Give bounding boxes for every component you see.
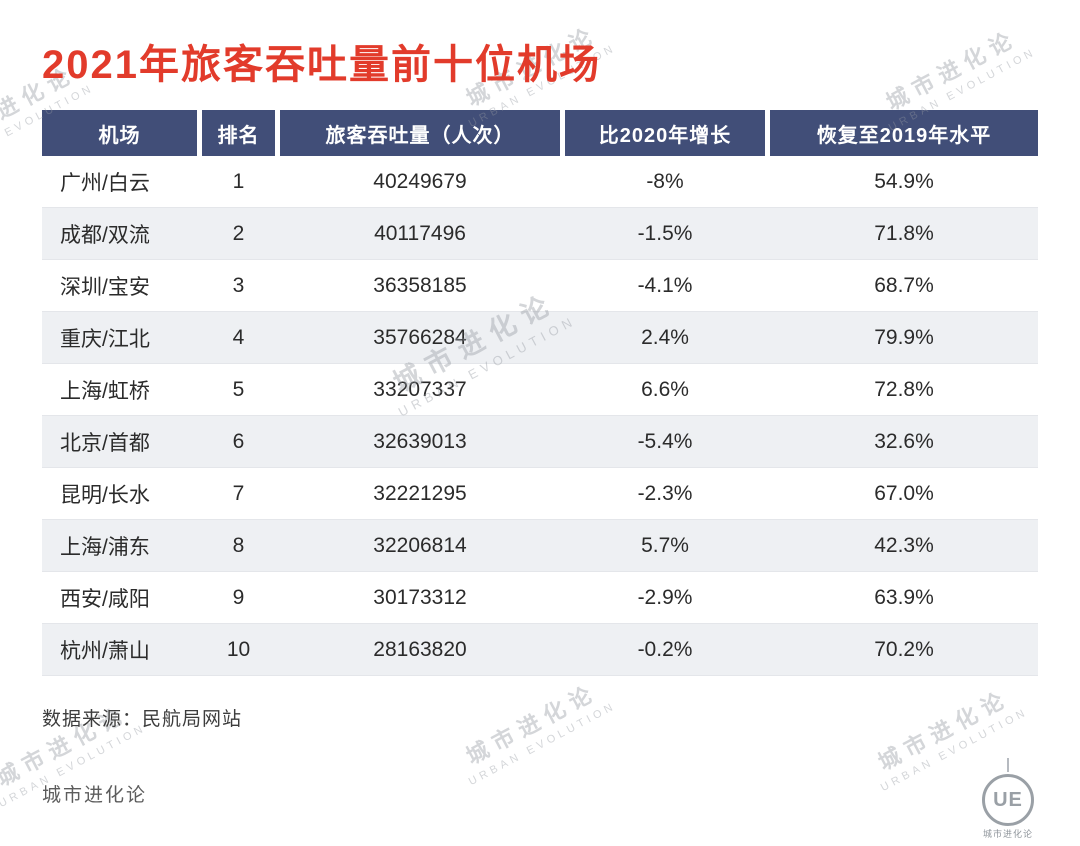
logo-circle: UE <box>982 774 1034 826</box>
recovery-cell: 67.0% <box>874 481 934 505</box>
header-cell-rank: 排名 <box>202 110 275 156</box>
airport-cell: 昆明/长水 <box>60 483 150 507</box>
growth-cell: 6.6% <box>641 377 689 401</box>
recovery-cell: 32.6% <box>874 429 934 453</box>
airport-cell: 西安/咸阳 <box>60 587 150 611</box>
recovery-cell: 71.8% <box>874 221 934 245</box>
throughput-cell: 40249679 <box>373 169 467 193</box>
table-row: 成都/双流 2 40117496 -1.5% 71.8% <box>42 208 1038 260</box>
table-row: 昆明/长水 7 32221295 -2.3% 67.0% <box>42 468 1038 520</box>
airport-cell: 杭州/萧山 <box>60 639 150 663</box>
recovery-cell: 54.9% <box>874 169 934 193</box>
throughput-cell: 35766284 <box>373 325 467 349</box>
throughput-cell: 32639013 <box>373 429 467 453</box>
rank-cell: 7 <box>232 481 245 505</box>
recovery-cell: 72.8% <box>874 377 934 401</box>
growth-cell: -4.1% <box>637 273 693 297</box>
header-cell-growth: 比2020年增长 <box>565 110 765 156</box>
brand-footer: 城市进化论 <box>42 785 148 806</box>
growth-cell: 2.4% <box>641 325 689 349</box>
rank-cell: 4 <box>232 325 245 349</box>
watermark-subtext: URBAN EVOLUTION <box>466 699 619 789</box>
table-row: 深圳/宝安 3 36358185 -4.1% 68.7% <box>42 260 1038 312</box>
growth-cell: -0.2% <box>637 637 693 661</box>
growth-cell: -2.3% <box>637 481 693 505</box>
source-note: 数据来源：民航局网站 <box>42 709 243 730</box>
table-row: 北京/首都 6 32639013 -5.4% 32.6% <box>42 416 1038 468</box>
header-cell-recovery: 恢复至2019年水平 <box>770 110 1038 156</box>
rank-cell: 1 <box>232 169 245 193</box>
rank-cell: 9 <box>232 585 245 609</box>
recovery-cell: 79.9% <box>874 325 934 349</box>
recovery-cell: 42.3% <box>874 533 934 557</box>
logo-monogram: UE <box>993 788 1023 811</box>
page-title: 2021年旅客吞吐量前十位机场 <box>42 43 601 87</box>
rank-cell: 8 <box>232 533 245 557</box>
recovery-cell: 63.9% <box>874 585 934 609</box>
table-row: 上海/虹桥 5 33207337 6.6% 72.8% <box>42 364 1038 416</box>
watermark-text: 城市进化论 <box>882 25 1022 116</box>
ue-logo: UE 城市进化论 <box>976 758 1040 840</box>
throughput-cell: 36358185 <box>373 273 467 297</box>
watermark-text: 城市进化论 <box>462 679 602 770</box>
recovery-cell: 68.7% <box>874 273 934 297</box>
recovery-cell: 70.2% <box>874 637 934 661</box>
airport-cell: 深圳/宝安 <box>60 275 150 299</box>
watermark: 城市进化论 URBAN EVOLUTION <box>451 670 618 788</box>
rank-cell: 3 <box>232 273 245 297</box>
logo-stem <box>1007 758 1009 772</box>
table-row: 西安/咸阳 9 30173312 -2.9% 63.9% <box>42 572 1038 624</box>
throughput-cell: 40117496 <box>374 221 466 245</box>
rank-cell: 6 <box>232 429 245 453</box>
growth-cell: -1.5% <box>637 221 693 245</box>
throughput-cell: 32206814 <box>373 533 467 557</box>
airport-cell: 上海/虹桥 <box>60 379 150 403</box>
rank-cell: 5 <box>232 377 245 401</box>
table-row: 重庆/江北 4 35766284 2.4% 79.9% <box>42 312 1038 364</box>
throughput-cell: 33207337 <box>373 377 467 401</box>
header-cell-airport: 机场 <box>42 110 197 156</box>
growth-cell: 5.7% <box>641 533 689 557</box>
rank-cell: 10 <box>226 637 251 661</box>
airport-cell: 重庆/江北 <box>60 327 150 351</box>
throughput-cell: 28163820 <box>373 637 467 661</box>
throughput-cell: 30173312 <box>373 585 467 609</box>
table-row: 广州/白云 1 40249679 -8% 54.9% <box>42 156 1038 208</box>
growth-cell: -5.4% <box>637 429 693 453</box>
airport-cell: 北京/首都 <box>60 431 150 455</box>
logo-label: 城市进化论 <box>982 829 1033 839</box>
table-header: 机场 排名 旅客吞吐量（人次） 比2020年增长 恢复至2019年水平 <box>42 110 1038 156</box>
airport-cell: 成都/双流 <box>60 223 150 247</box>
table-row: 杭州/萧山 10 28163820 -0.2% 70.2% <box>42 624 1038 676</box>
growth-cell: -8% <box>646 169 684 193</box>
table-row: 上海/浦东 8 32206814 5.7% 42.3% <box>42 520 1038 572</box>
data-table: 机场 排名 旅客吞吐量（人次） 比2020年增长 恢复至2019年水平 广州/白… <box>42 110 1038 676</box>
airport-cell: 上海/浦东 <box>60 535 150 559</box>
rank-cell: 2 <box>232 221 245 245</box>
airport-cell: 广州/白云 <box>60 171 150 195</box>
table-body: 广州/白云 1 40249679 -8% 54.9% 成都/双流 2 40117496 -1.5… <box>42 156 1038 676</box>
header-cell-throughput: 旅客吞吐量（人次） <box>280 110 560 156</box>
throughput-cell: 32221295 <box>373 481 467 505</box>
growth-cell: -2.9% <box>637 585 693 609</box>
